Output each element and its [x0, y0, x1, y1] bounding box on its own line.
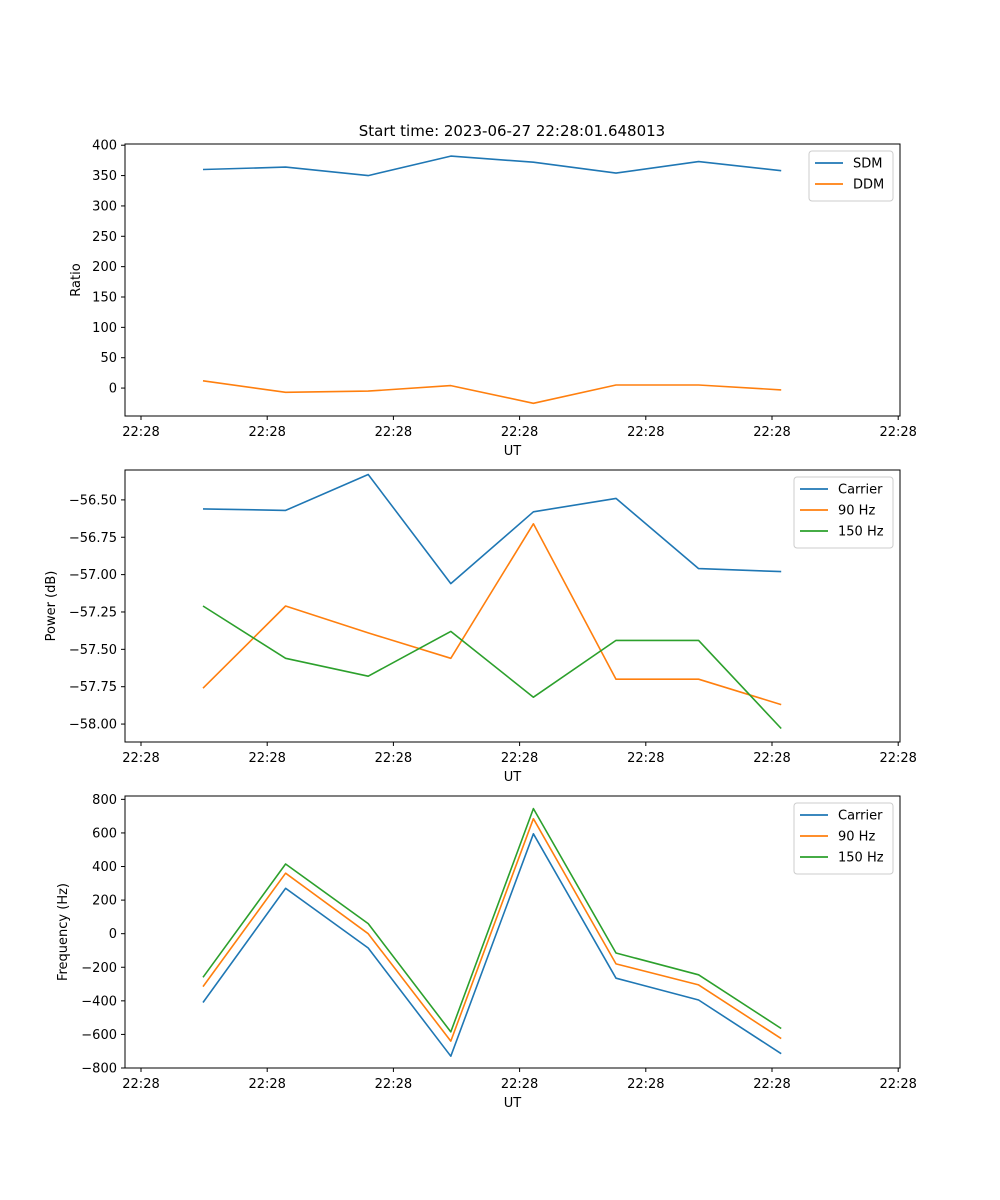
legend-label: SDM [853, 157, 882, 172]
y-tick-label: −58.00 [69, 718, 117, 733]
x-tick-label: 22:28 [501, 425, 538, 440]
x-tick-label: 22:28 [375, 751, 412, 766]
series-line-90-hz [202, 817, 782, 1042]
y-tick-label: −57.00 [69, 568, 117, 583]
x-tick-label: 22:28 [879, 751, 916, 766]
x-tick-label: 22:28 [501, 751, 538, 766]
y-tick-label: 400 [92, 139, 117, 154]
legend-label: 150 Hz [838, 525, 884, 540]
series-line-sdm [202, 155, 782, 177]
x-axis-label: UT [504, 770, 522, 785]
x-tick-label: 22:28 [627, 1077, 664, 1092]
x-tick-label: 22:28 [248, 425, 285, 440]
y-tick-label: 300 [92, 199, 117, 214]
series-line-carrier [202, 832, 782, 1057]
y-tick-label: −400 [81, 994, 117, 1009]
legend: Carrier 90 Hz 150 Hz [793, 802, 894, 875]
y-tick-label: 350 [92, 169, 117, 184]
y-tick-label: −56.50 [69, 493, 117, 508]
legend-label: Carrier [838, 483, 883, 498]
legend-label: Carrier [838, 809, 883, 824]
y-axis-label: Power (dB) [44, 571, 59, 642]
x-tick-label: 22:28 [248, 1077, 285, 1092]
y-tick-label: 200 [92, 260, 117, 275]
y-tick-label: −57.50 [69, 643, 117, 658]
x-tick-label: 22:28 [501, 1077, 538, 1092]
y-tick-label: 0 [109, 927, 117, 942]
series-line-150-hz [202, 807, 782, 1033]
y-tick-label: −56.75 [69, 531, 117, 546]
x-tick-label: 22:28 [753, 1077, 790, 1092]
x-tick-label: 22:28 [627, 425, 664, 440]
chart-panel-2: 22:2822:2822:2822:2822:2822:2822:2822:29… [44, 469, 917, 785]
x-tick-label: 22:28 [753, 425, 790, 440]
x-tick-label: 22:28 [753, 751, 790, 766]
series-line-90-hz [202, 522, 782, 706]
legend: Carrier 90 Hz 150 Hz [793, 476, 894, 549]
plot-frame [124, 469, 901, 743]
y-tick-label: 0 [109, 382, 117, 397]
x-axis-label: UT [504, 444, 522, 459]
plot-frame [124, 143, 901, 417]
y-axis-label: Frequency (Hz) [56, 883, 71, 981]
y-tick-label: 50 [100, 351, 117, 366]
x-tick-label: 22:28 [375, 1077, 412, 1092]
y-tick-label: 200 [92, 894, 117, 909]
y-tick-label: 100 [92, 321, 117, 336]
chart-title: Start time: 2023-06-27 22:28:01.648013 [359, 122, 665, 140]
chart-panel-1: 22:2822:2822:2822:2822:2822:2822:2822:29… [69, 139, 917, 459]
x-axis-label: UT [504, 1096, 522, 1111]
x-tick-label: 22:28 [375, 425, 412, 440]
y-tick-label: 150 [92, 291, 117, 306]
y-tick-label: −57.75 [69, 680, 117, 695]
y-tick-label: 600 [92, 826, 117, 841]
y-tick-label: −800 [81, 1062, 117, 1077]
y-tick-label: 800 [92, 793, 117, 808]
plot-frame [124, 795, 901, 1069]
series-line-ddm [202, 380, 782, 405]
x-tick-label: 22:28 [122, 1077, 159, 1092]
x-tick-label: 22:28 [248, 751, 285, 766]
legend-label: 150 Hz [838, 851, 884, 866]
x-tick-label: 22:28 [879, 425, 916, 440]
x-tick-label: 22:28 [627, 751, 664, 766]
series-line-150-hz [202, 605, 782, 730]
legend-label: 90 Hz [838, 504, 875, 519]
x-tick-label: 22:28 [122, 751, 159, 766]
legend: SDM DDM [808, 150, 894, 202]
y-tick-label: 400 [92, 860, 117, 875]
legend-label: DDM [853, 178, 884, 193]
series-line-carrier [202, 473, 782, 585]
y-tick-label: −600 [81, 1028, 117, 1043]
x-tick-label: 22:28 [879, 1077, 916, 1092]
y-tick-label: −57.25 [69, 605, 117, 620]
chart-panel-3: 22:2822:2822:2822:2822:2822:2822:2822:29… [56, 793, 917, 1111]
x-tick-label: 22:28 [122, 425, 159, 440]
legend-label: 90 Hz [838, 830, 875, 845]
y-tick-label: 250 [92, 230, 117, 245]
y-axis-label: Ratio [69, 263, 84, 296]
y-tick-label: −200 [81, 961, 117, 976]
